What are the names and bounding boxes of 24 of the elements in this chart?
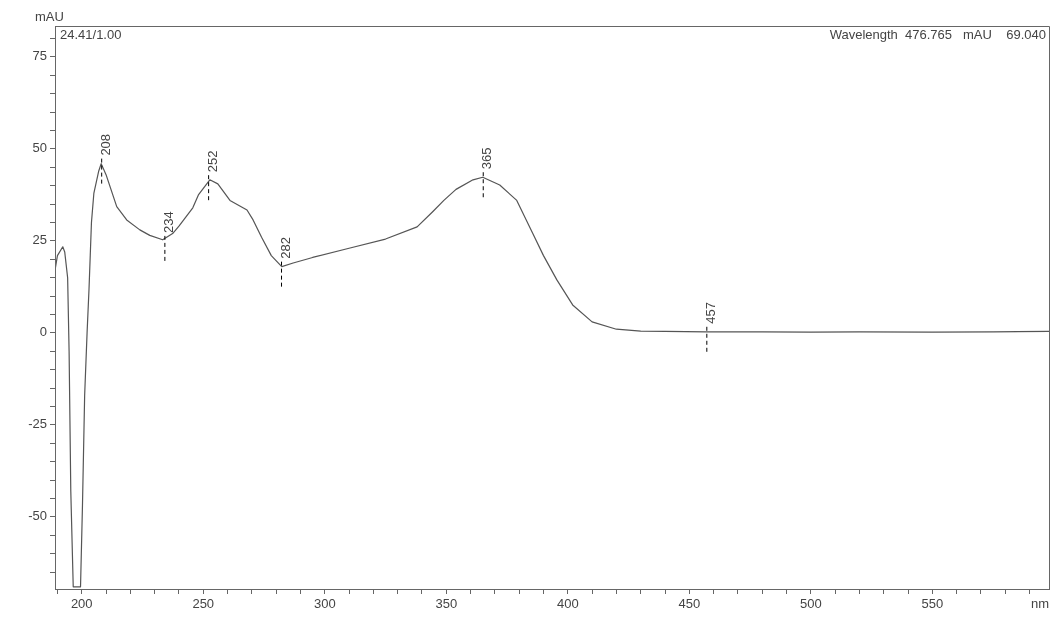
annotation: 252 — [204, 150, 220, 173]
annotation: 24.41/1.00 — [60, 27, 122, 43]
annotation: 208 — [97, 133, 113, 156]
x-tick-label: 450 — [678, 596, 701, 612]
x-tick-label: 300 — [313, 596, 336, 612]
y-tick-label: 75 — [32, 48, 47, 64]
x-tick-label: 550 — [921, 596, 944, 612]
annotation: 282 — [277, 236, 293, 259]
x-tick-label: 250 — [192, 596, 215, 612]
x-tick-label: 500 — [799, 596, 822, 612]
y-tick-label: 25 — [32, 232, 47, 248]
annotation: 234 — [160, 211, 176, 233]
y-tick-label: -50 — [28, 508, 47, 524]
annotation: Wavelength 476.765 mAU 69.040 — [829, 27, 1046, 43]
y-tick-label: -25 — [28, 416, 47, 432]
annotation: 457 — [702, 302, 718, 324]
annotation: 365 — [479, 147, 495, 170]
x-tick-label: 200 — [70, 596, 93, 612]
x-tick-label: 350 — [435, 596, 458, 612]
y-tick-label: 50 — [32, 140, 47, 156]
y-axis-title: mAU — [35, 9, 64, 25]
y-tick-label: 0 — [39, 324, 47, 340]
x-axis-title: nm — [1030, 596, 1049, 612]
x-tick-label: 400 — [556, 596, 579, 612]
